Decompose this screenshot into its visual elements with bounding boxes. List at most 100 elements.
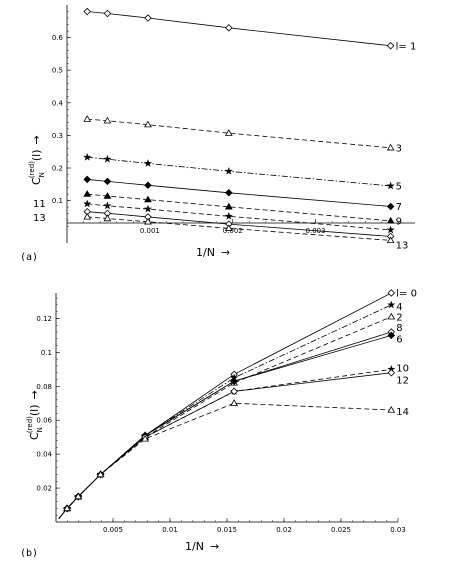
data-point [83, 115, 92, 122]
series-label-left: 13 [33, 213, 46, 224]
y-axis-label: CN(red)(l) → [28, 135, 46, 185]
series-line [87, 156, 391, 187]
data-point [144, 195, 152, 203]
series-line [58, 331, 392, 519]
data-point [387, 368, 396, 377]
series-line [58, 402, 392, 519]
series-4: 9 [83, 190, 402, 227]
data-point [143, 158, 153, 168]
series-6: 12 [58, 368, 409, 519]
y-axis-label-arg: (l) [30, 149, 43, 161]
data-point [82, 152, 92, 161]
data-point [96, 470, 105, 478]
series-line [58, 304, 392, 519]
series-5: 10 [58, 363, 409, 519]
data-point [387, 289, 396, 297]
y-tick-label: 0.2 [52, 165, 63, 173]
data-point [224, 211, 234, 220]
series-3: 7 [83, 175, 402, 213]
data-point [144, 14, 152, 22]
series-label: 5 [396, 181, 402, 192]
y-axis-label: CN(red)(l) → [26, 390, 44, 440]
x-tick-label: 0.005 [103, 526, 123, 534]
series-1: 3 [83, 115, 402, 154]
y-axis-arrow: → [30, 135, 43, 144]
series-line [58, 368, 392, 519]
series-6 [83, 207, 395, 241]
series-5 [82, 199, 395, 234]
series-label: 6 [396, 334, 402, 345]
data-point [83, 212, 92, 220]
data-point [103, 214, 112, 222]
data-point [386, 202, 395, 211]
y-axis-label-sup: (red) [28, 161, 36, 178]
x-axis-label-text: 1/N [196, 246, 215, 259]
y-tick-label: 0.06 [36, 417, 52, 425]
x-axis-label-text: 1/N [185, 540, 204, 553]
x-tick-label: 0.002 [223, 227, 243, 235]
panel-label: (b) [20, 548, 38, 559]
series-2: 2 [58, 312, 403, 519]
data-point [143, 204, 153, 213]
x-tick-label: 0.001 [140, 227, 160, 235]
series-label: 12 [396, 376, 409, 387]
panel-label: (a) [20, 252, 38, 263]
x-tick-label: 0.02 [276, 526, 292, 534]
y-axis-label-arg: (l) [28, 404, 41, 416]
series-0: l= 1 [83, 7, 416, 52]
y-tick-label: 0.1 [52, 197, 63, 205]
y-tick-label: 0.02 [36, 485, 52, 493]
y-axis-label-sub: N [36, 427, 44, 432]
data-point [386, 41, 395, 50]
data-point [386, 143, 395, 151]
y-tick-label: 0.5 [52, 67, 63, 75]
x-tick-label: 0.015 [217, 526, 237, 534]
data-point [103, 154, 112, 163]
data-point [387, 406, 396, 413]
series-line [58, 335, 392, 519]
series-label: 14 [396, 407, 409, 418]
series-label: 2 [396, 313, 402, 324]
x-axis-label: 1/N → [185, 540, 219, 553]
data-point [83, 175, 91, 184]
data-point [103, 116, 112, 124]
series-4: 6 [58, 331, 403, 519]
x-axis-arrow: → [210, 540, 219, 553]
data-point [386, 236, 395, 244]
series-line [87, 11, 391, 47]
y-axis-label-sub: N [38, 172, 46, 177]
series-line [58, 372, 392, 519]
y-axis-label-main: C [28, 432, 41, 440]
data-point [144, 120, 152, 128]
series-line [58, 316, 392, 519]
data-point [74, 492, 83, 500]
data-point [386, 225, 395, 234]
y-tick-label: 0.04 [36, 451, 52, 459]
x-axis-arrow: → [221, 246, 230, 259]
data-point [83, 7, 91, 16]
data-point [63, 504, 72, 512]
data-point [386, 181, 395, 190]
series-label: 13 [396, 240, 409, 251]
series-label: 9 [396, 216, 402, 227]
series-2: 5 [82, 152, 402, 192]
y-tick-label: 0.08 [36, 383, 52, 391]
data-point [225, 24, 233, 32]
data-point [225, 189, 233, 197]
data-point [103, 177, 112, 186]
y-tick-label: 0.6 [52, 34, 64, 42]
y-axis-arrow: → [28, 390, 41, 399]
data-point [230, 387, 238, 396]
data-point [224, 224, 233, 231]
data-point [230, 399, 239, 406]
data-point [82, 199, 92, 208]
data-point [387, 312, 396, 320]
data-point [141, 434, 149, 442]
series-label: 3 [396, 143, 402, 154]
series-label: l= 0 [396, 289, 417, 300]
series-label: 10 [396, 363, 409, 374]
series-label: 4 [396, 302, 402, 313]
x-tick-label: 0.03 [390, 526, 406, 534]
series-7: 14 [58, 399, 409, 519]
